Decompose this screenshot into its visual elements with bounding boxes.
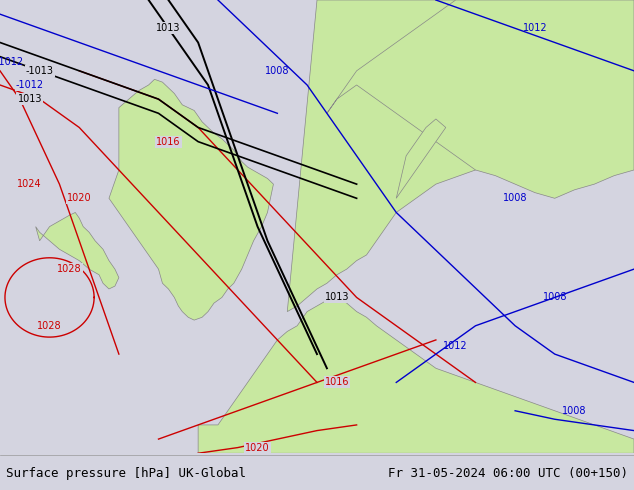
Text: 1016: 1016 <box>156 137 181 147</box>
Text: -1012: -1012 <box>16 80 44 90</box>
Text: 1008: 1008 <box>543 293 567 302</box>
Text: 1020: 1020 <box>245 442 270 453</box>
Text: -1013: -1013 <box>25 66 54 76</box>
Text: 1024: 1024 <box>17 179 42 189</box>
Text: 1008: 1008 <box>503 193 527 203</box>
Polygon shape <box>287 0 634 312</box>
Polygon shape <box>198 297 634 453</box>
Text: 1013: 1013 <box>156 24 181 33</box>
Text: 1020: 1020 <box>67 193 91 203</box>
Text: -1012: -1012 <box>0 57 24 67</box>
Text: 1016: 1016 <box>325 377 349 388</box>
Text: 1013: 1013 <box>18 94 42 104</box>
Text: 1008: 1008 <box>562 406 587 416</box>
Polygon shape <box>327 0 634 198</box>
Polygon shape <box>109 79 273 320</box>
Text: 1008: 1008 <box>265 66 290 76</box>
Text: 1028: 1028 <box>37 321 62 331</box>
Text: 1012: 1012 <box>522 24 547 33</box>
Text: 1013: 1013 <box>325 293 349 302</box>
Text: Surface pressure [hPa] UK-Global: Surface pressure [hPa] UK-Global <box>6 467 247 480</box>
Text: Fr 31-05-2024 06:00 UTC (00+150): Fr 31-05-2024 06:00 UTC (00+150) <box>387 467 628 480</box>
Text: 1012: 1012 <box>443 341 468 351</box>
Text: 1028: 1028 <box>57 264 82 274</box>
Polygon shape <box>36 213 119 289</box>
Polygon shape <box>396 119 446 198</box>
